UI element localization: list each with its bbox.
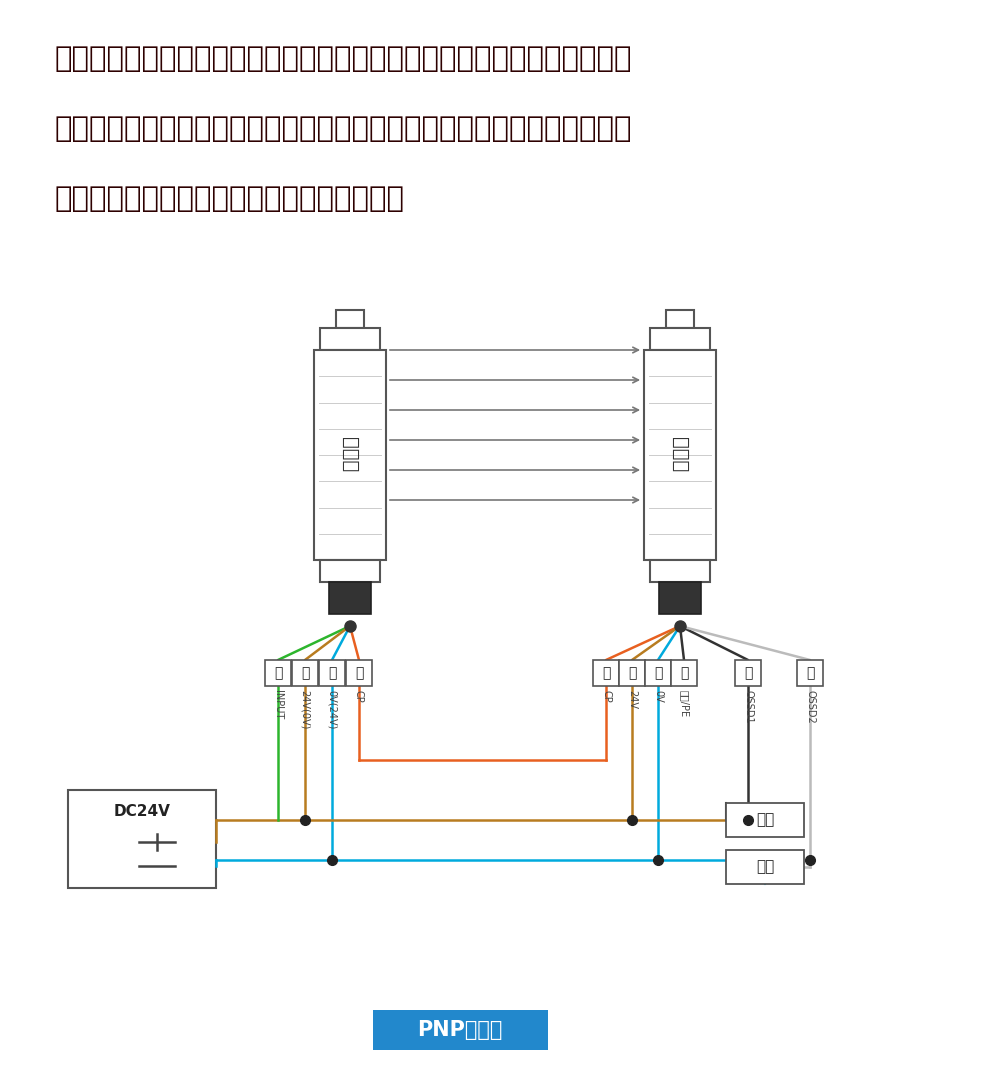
Bar	[68, 790, 216, 888]
Bar	[314, 349, 386, 560]
Bar	[320, 560, 380, 582]
Text: 0V: 0V	[653, 690, 663, 703]
Bar	[650, 328, 710, 349]
Bar	[645, 660, 671, 686]
Text: 橙: 橙	[355, 666, 363, 680]
Text: 白: 白	[806, 666, 814, 680]
Text: 黑: 黑	[680, 666, 688, 680]
Bar	[593, 660, 619, 686]
Bar	[346, 660, 372, 686]
Bar	[650, 560, 710, 582]
Bar	[265, 660, 291, 686]
Text: 屏蔽/PE: 屏蔽/PE	[679, 690, 689, 717]
Text: OSSD2: OSSD2	[805, 690, 815, 724]
Bar	[671, 660, 697, 686]
Bar	[320, 328, 380, 349]
Text: 负载: 负载	[756, 860, 774, 875]
Text: 24V: 24V	[627, 690, 637, 709]
Text: INPUT: INPUT	[273, 690, 283, 719]
Bar	[619, 660, 645, 686]
Text: 负载: 负载	[756, 813, 774, 828]
Bar	[735, 660, 761, 686]
Bar	[336, 310, 364, 328]
Text: 响应速度。这个速度之所以更快，主要是因为光栅影像的处理速度非常快，: 响应速度。这个速度之所以更快，主要是因为光栅影像的处理速度非常快，	[55, 115, 633, 143]
Text: 蓝: 蓝	[328, 666, 336, 680]
Text: 棕: 棕	[301, 666, 309, 680]
Bar	[659, 582, 701, 614]
Text: CP: CP	[354, 690, 364, 703]
Bar	[372, 1010, 548, 1049]
Bar	[797, 660, 823, 686]
Text: 接收器: 接收器	[670, 437, 690, 473]
Text: DC24V: DC24V	[114, 804, 170, 819]
Text: 在计数方面，高精度分类计数纠偏检测光栅具有比其他传统计数方式更快的: 在计数方面，高精度分类计数纠偏检测光栅具有比其他传统计数方式更快的	[55, 45, 633, 73]
Text: 发射器: 发射器	[340, 437, 360, 473]
Text: 棕: 棕	[628, 666, 636, 680]
Bar	[329, 582, 371, 614]
Bar	[726, 850, 804, 884]
Text: 能够在短时间内对物体的位置进行精确定位。: 能够在短时间内对物体的位置进行精确定位。	[55, 185, 405, 213]
Text: 24V(0V): 24V(0V)	[300, 690, 310, 729]
Text: 绿: 绿	[274, 666, 282, 680]
Text: CP: CP	[601, 690, 611, 703]
Text: 黑: 黑	[744, 666, 752, 680]
Text: 蓝: 蓝	[654, 666, 662, 680]
Text: 0V(24V): 0V(24V)	[327, 690, 337, 729]
Text: OSSD1: OSSD1	[743, 690, 753, 724]
Bar	[292, 660, 318, 686]
Bar	[644, 349, 716, 560]
Text: PNP接线图: PNP接线图	[417, 1019, 503, 1040]
Bar	[666, 310, 694, 328]
Bar	[319, 660, 345, 686]
Bar	[726, 803, 804, 837]
Text: 橙: 橙	[602, 666, 610, 680]
